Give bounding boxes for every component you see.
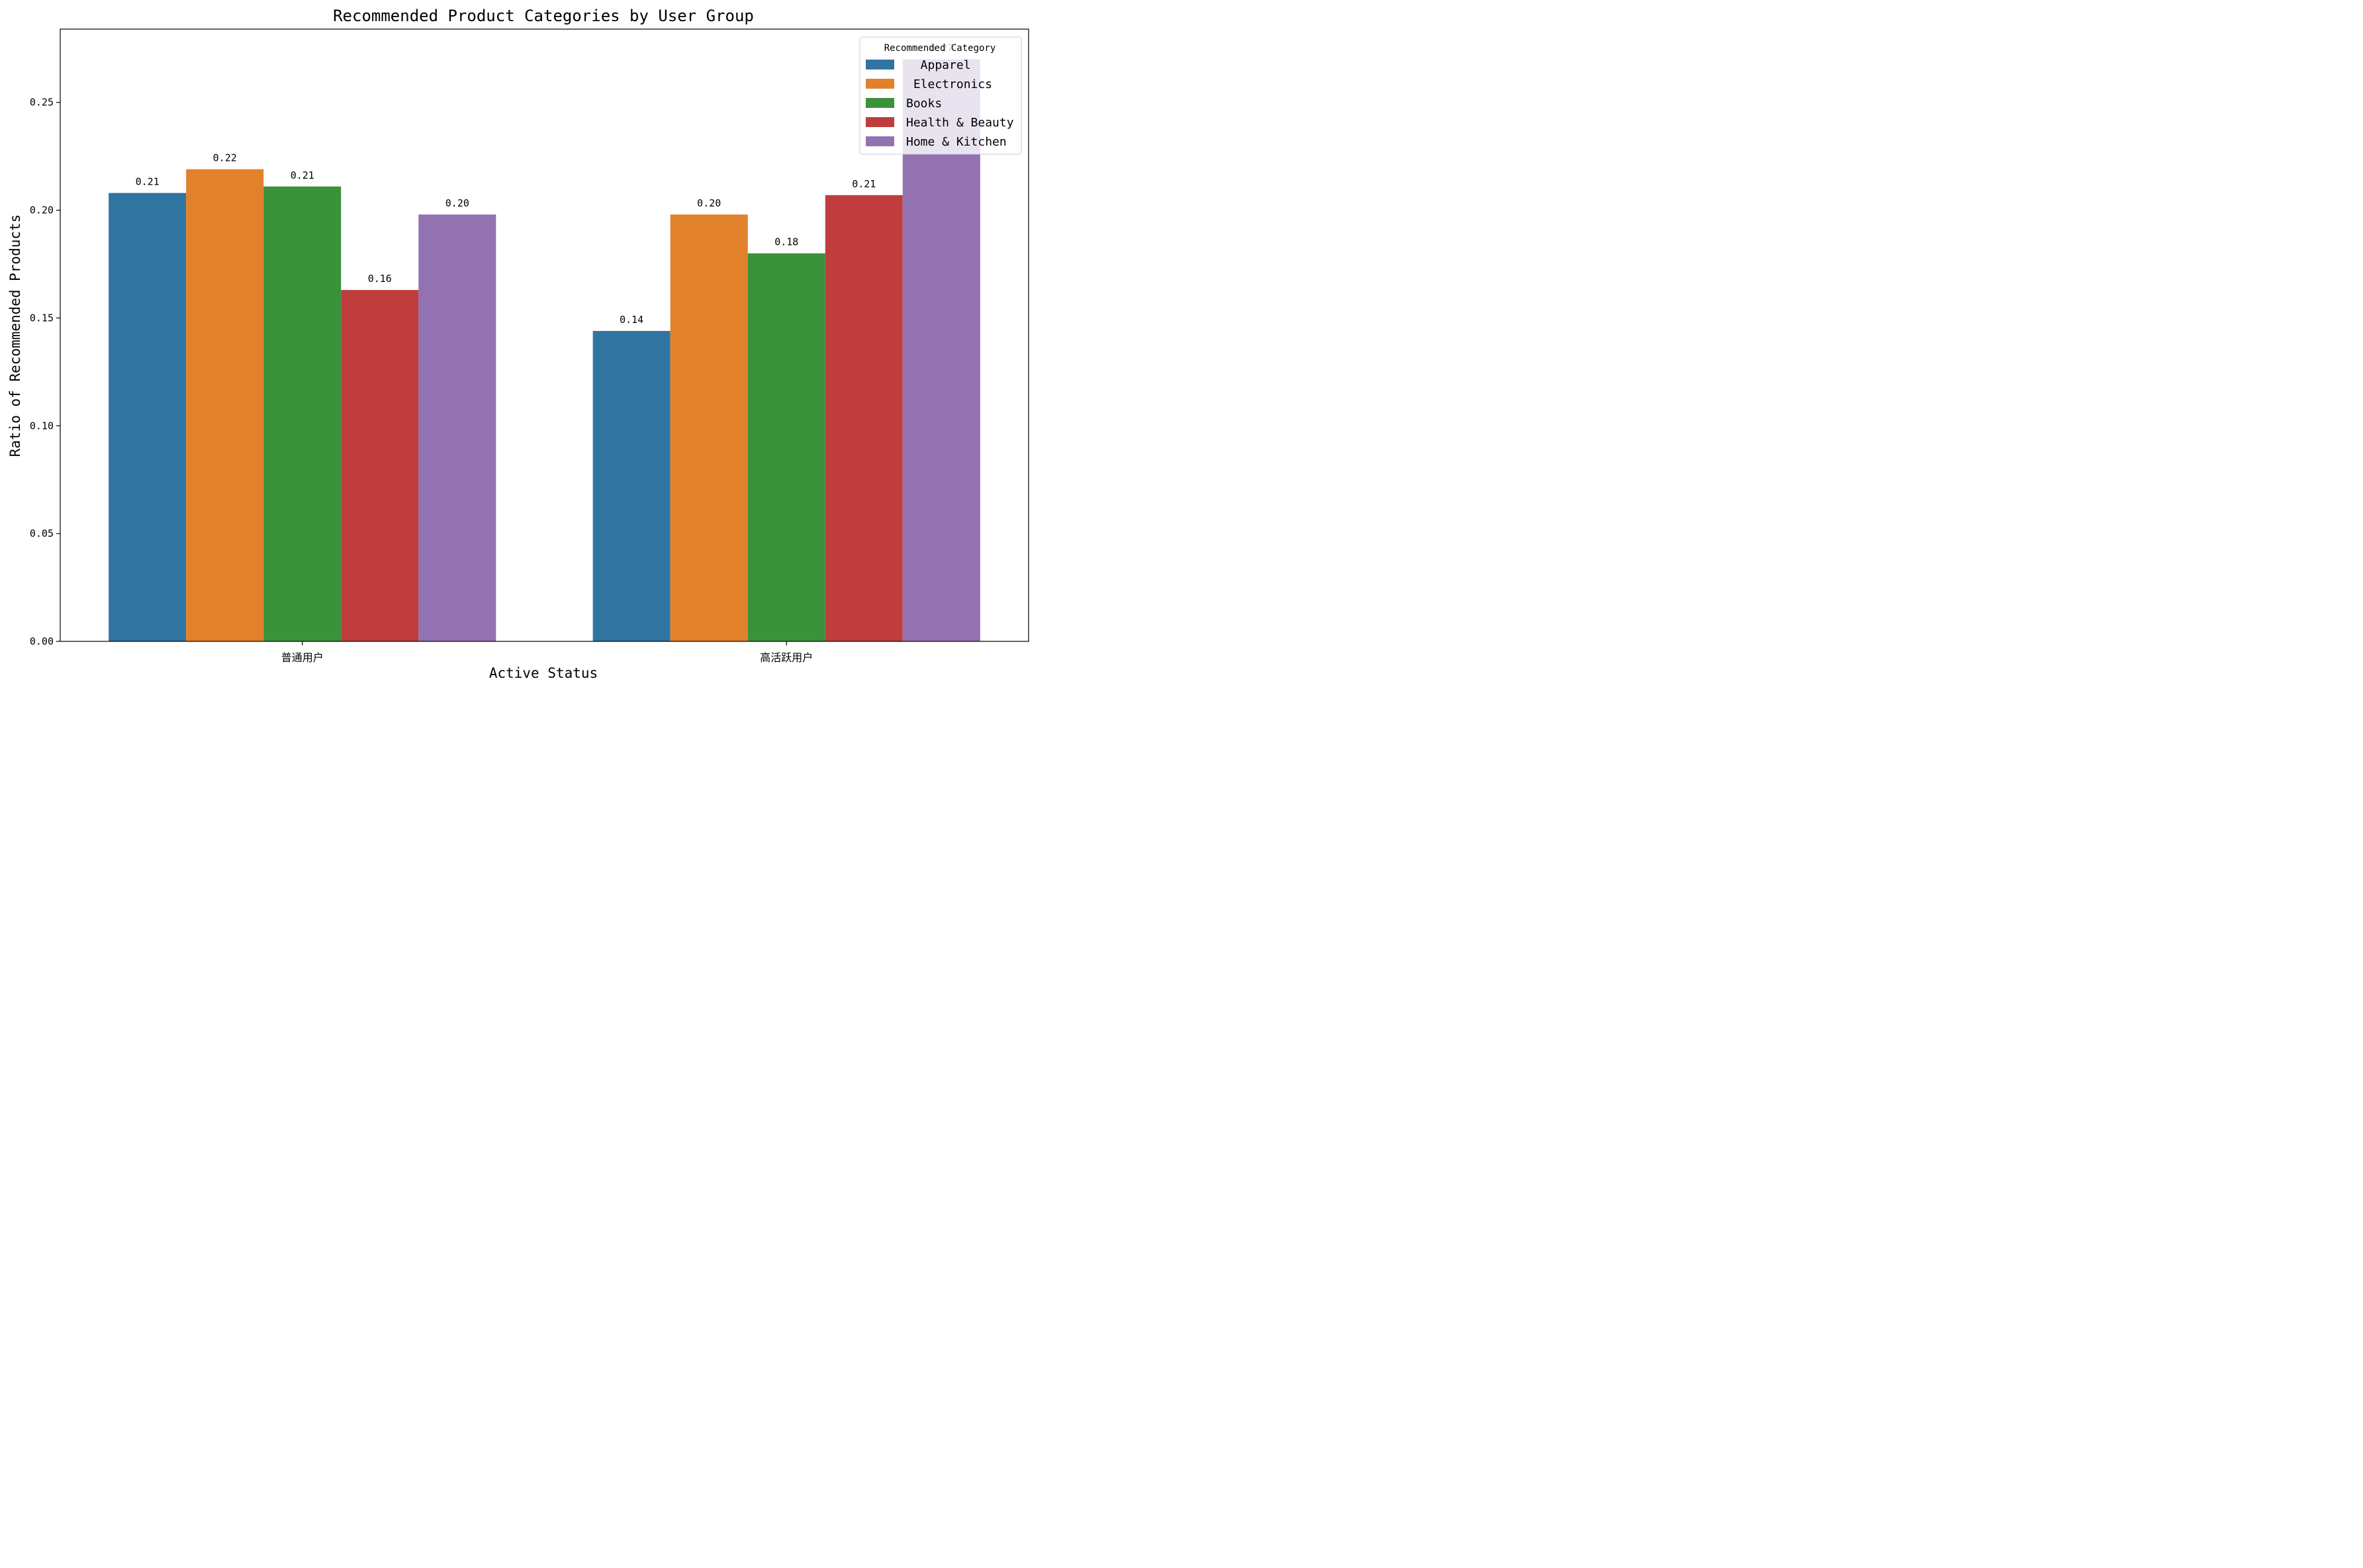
legend-box xyxy=(859,36,1022,155)
y-tick-label: 0.25 xyxy=(30,97,54,109)
x-axis-label: Active Status xyxy=(489,665,598,681)
y-tick-label: 0.00 xyxy=(30,635,54,647)
y-axis-label: Ratio of Recommended Products xyxy=(7,214,23,457)
bar xyxy=(341,290,419,641)
bar xyxy=(263,186,342,641)
bar xyxy=(186,169,264,641)
y-tick-label: 0.15 xyxy=(30,312,54,324)
legend-label: Apparel xyxy=(906,58,971,72)
bar xyxy=(747,253,825,641)
y-tick-label: 0.10 xyxy=(30,420,54,432)
bar xyxy=(902,59,980,642)
bar xyxy=(592,330,671,641)
bar-value-label: 0.21 xyxy=(291,169,314,181)
bar xyxy=(825,195,903,642)
legend-label: Electronics xyxy=(906,77,992,91)
x-tick-label: 高活跃用户 xyxy=(760,651,813,664)
bar-value-label: 0.20 xyxy=(445,197,469,209)
bar xyxy=(109,193,187,641)
bar-value-label: 0.21 xyxy=(852,178,876,190)
legend-label: Home & Kitchen xyxy=(906,135,1007,149)
bar xyxy=(418,214,496,642)
bar-value-label: 0.20 xyxy=(697,197,721,209)
legend-swatch xyxy=(866,117,894,127)
bar-value-label: 0.21 xyxy=(136,176,160,188)
y-tick-label: 0.05 xyxy=(30,528,54,539)
plot-area: 0.00 0.05 0.10 0.15 0.20 0.25 0.21 0.22 0.21 0.16… xyxy=(30,28,1029,664)
legend-title: Recommended Category xyxy=(884,43,996,54)
legend: Recommended Category Apparel Electronics… xyxy=(859,36,1022,155)
bar xyxy=(670,214,748,642)
bar-value-label: 0.22 xyxy=(213,152,237,164)
bar-value-label: 0.16 xyxy=(368,273,392,285)
legend-swatch xyxy=(866,136,894,146)
chart-title: Recommended Product Categories by User G… xyxy=(333,7,754,25)
x-tick-label: 普通用户 xyxy=(281,651,324,664)
legend-label: Health & Beauty xyxy=(906,116,1014,130)
legend-swatch xyxy=(866,79,894,89)
legend-swatch xyxy=(866,98,894,108)
legend-swatch xyxy=(866,60,894,69)
plot-frame xyxy=(60,28,1029,642)
legend-label: Books xyxy=(906,97,942,111)
y-tick-label: 0.20 xyxy=(30,205,54,216)
bar-value-label: 0.18 xyxy=(774,236,798,248)
bar-chart: Recommended Product Categories by User G… xyxy=(7,7,1029,681)
bar-value-label: 0.14 xyxy=(620,314,643,326)
